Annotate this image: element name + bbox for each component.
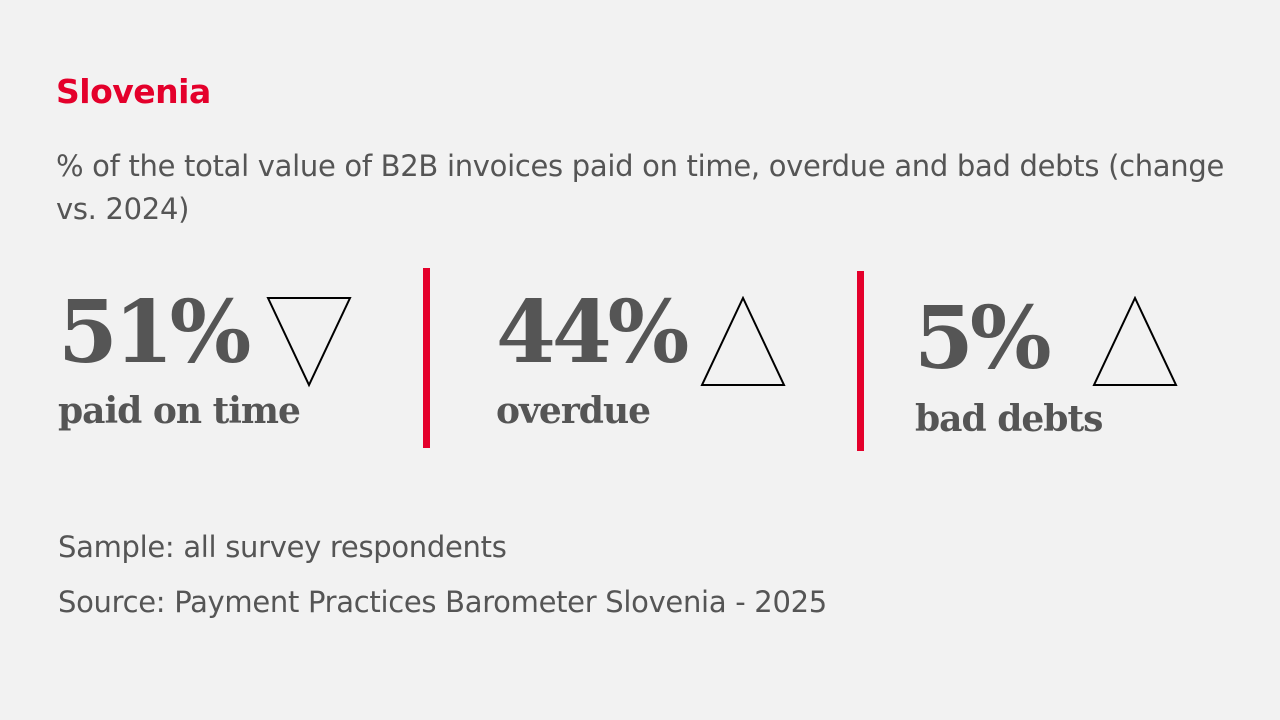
stat-value-paid-on-time: 51% (58, 282, 251, 383)
stat-label-overdue: overdue (496, 390, 651, 432)
triangle-down-icon (266, 297, 352, 388)
subtitle: % of the total value of B2B invoices pai… (56, 149, 1225, 226)
divider (423, 268, 430, 448)
page-title: Slovenia (56, 72, 211, 111)
sample-note: Sample: all survey respondents (58, 530, 507, 564)
stat-value-overdue: 44% (496, 282, 689, 383)
stat-label-paid-on-time: paid on time (58, 390, 301, 432)
divider (857, 271, 864, 451)
stat-label-bad-debts: bad debts (915, 398, 1103, 440)
triangle-up-icon (1092, 296, 1178, 386)
triangle-up-icon (700, 296, 786, 386)
source-note: Source: Payment Practices Barometer Slov… (58, 585, 827, 619)
stat-value-bad-debts: 5% (914, 288, 1052, 389)
